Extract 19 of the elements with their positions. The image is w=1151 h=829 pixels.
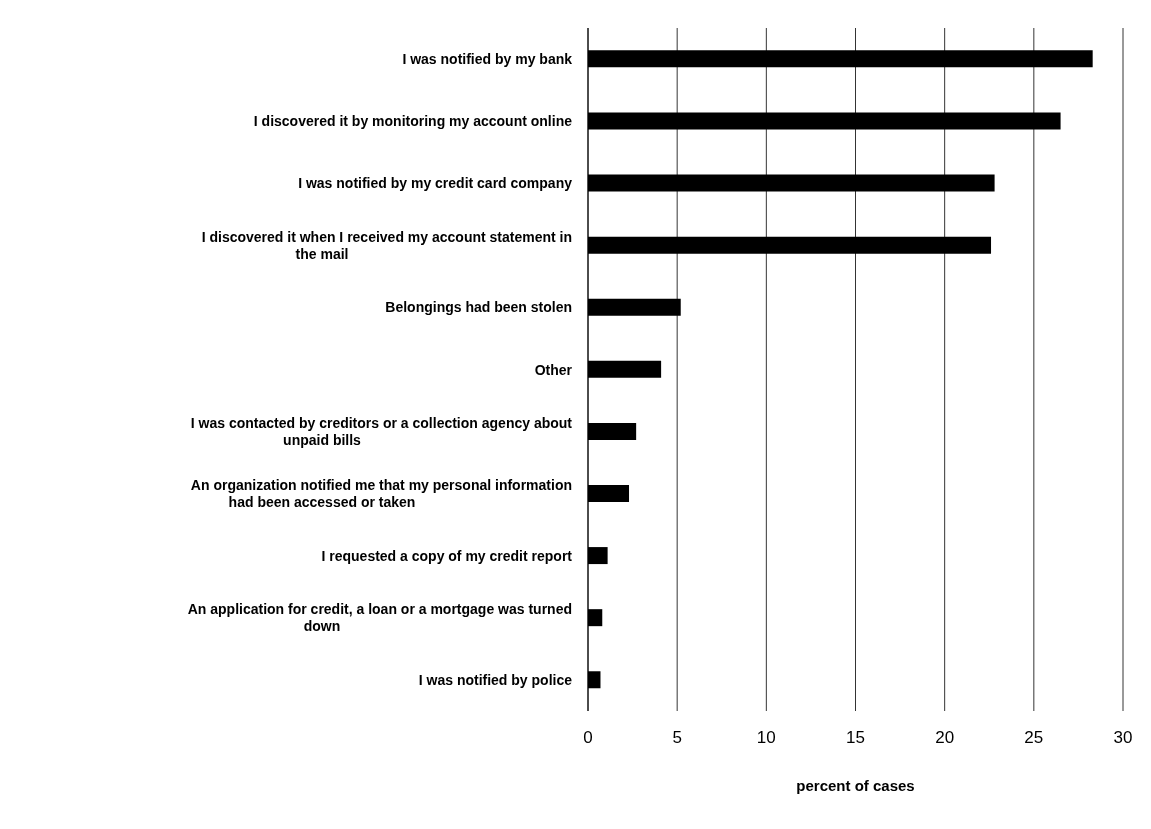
y-tick-label: I discovered it when I received my account statement in the mail [201,228,572,262]
x-tick-label: 30 [1113,728,1133,748]
y-tick-label: I was notified by police [418,671,573,688]
x-tick-label: 5 [672,728,682,748]
y-tick-label: I was notified by my bank [402,51,573,68]
y-tick-label: I was notified by my credit card company [298,175,573,192]
y-tick-label: I was contacted by creditors or a collection agency about unpaid bills [190,415,573,449]
y-tick-label: I discovered it by monitoring my account online [253,113,573,130]
y-tick-label: An organization notified me that my personal information had been accessed or taken [190,477,572,511]
y-tick-label: Belongings had been stolen [385,299,572,316]
x-axis-title: percent of cases [796,777,915,794]
x-tick-label: 0 [583,728,593,748]
y-tick-label: I requested a copy of my credit report [321,547,573,564]
y-tick-label: An application for credit, a loan or a mortgage was turned down [187,601,572,635]
y-tick-label: Other [534,361,573,378]
x-tick-label: 25 [1024,728,1044,748]
x-tick-label: 15 [846,728,865,748]
x-tick-label: 10 [756,728,776,748]
x-tick-label: 20 [935,728,955,748]
